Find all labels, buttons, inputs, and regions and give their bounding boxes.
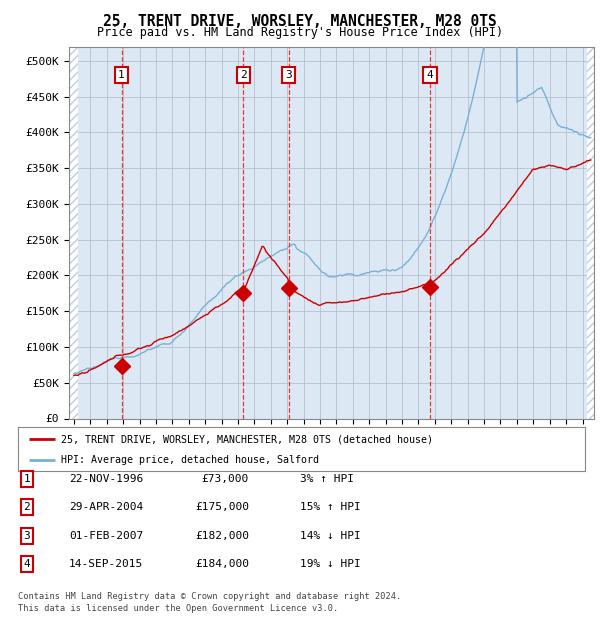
Text: This data is licensed under the Open Government Licence v3.0.: This data is licensed under the Open Gov… <box>18 603 338 613</box>
Text: 22-NOV-1996: 22-NOV-1996 <box>69 474 143 484</box>
Text: 4: 4 <box>23 559 31 569</box>
Text: 29-APR-2004: 29-APR-2004 <box>69 502 143 512</box>
Text: 19% ↓ HPI: 19% ↓ HPI <box>300 559 361 569</box>
Text: 2: 2 <box>23 502 31 512</box>
Text: 14-SEP-2015: 14-SEP-2015 <box>69 559 143 569</box>
Text: 01-FEB-2007: 01-FEB-2007 <box>69 531 143 541</box>
Text: 4: 4 <box>427 70 433 80</box>
Text: £182,000: £182,000 <box>195 531 249 541</box>
Text: £184,000: £184,000 <box>195 559 249 569</box>
Text: 1: 1 <box>23 474 31 484</box>
Text: 15% ↑ HPI: 15% ↑ HPI <box>300 502 361 512</box>
Text: 25, TRENT DRIVE, WORSLEY, MANCHESTER, M28 0TS: 25, TRENT DRIVE, WORSLEY, MANCHESTER, M2… <box>103 14 497 29</box>
Text: 3: 3 <box>285 70 292 80</box>
Text: 14% ↓ HPI: 14% ↓ HPI <box>300 531 361 541</box>
Text: 3: 3 <box>23 531 31 541</box>
Text: Price paid vs. HM Land Registry's House Price Index (HPI): Price paid vs. HM Land Registry's House … <box>97 26 503 39</box>
Text: Contains HM Land Registry data © Crown copyright and database right 2024.: Contains HM Land Registry data © Crown c… <box>18 592 401 601</box>
Text: 1: 1 <box>118 70 125 80</box>
Text: 2: 2 <box>240 70 247 80</box>
Text: £175,000: £175,000 <box>195 502 249 512</box>
Text: HPI: Average price, detached house, Salford: HPI: Average price, detached house, Salf… <box>61 455 319 465</box>
Text: 25, TRENT DRIVE, WORSLEY, MANCHESTER, M28 0TS (detached house): 25, TRENT DRIVE, WORSLEY, MANCHESTER, M2… <box>61 434 433 444</box>
Text: £73,000: £73,000 <box>202 474 249 484</box>
Text: 3% ↑ HPI: 3% ↑ HPI <box>300 474 354 484</box>
